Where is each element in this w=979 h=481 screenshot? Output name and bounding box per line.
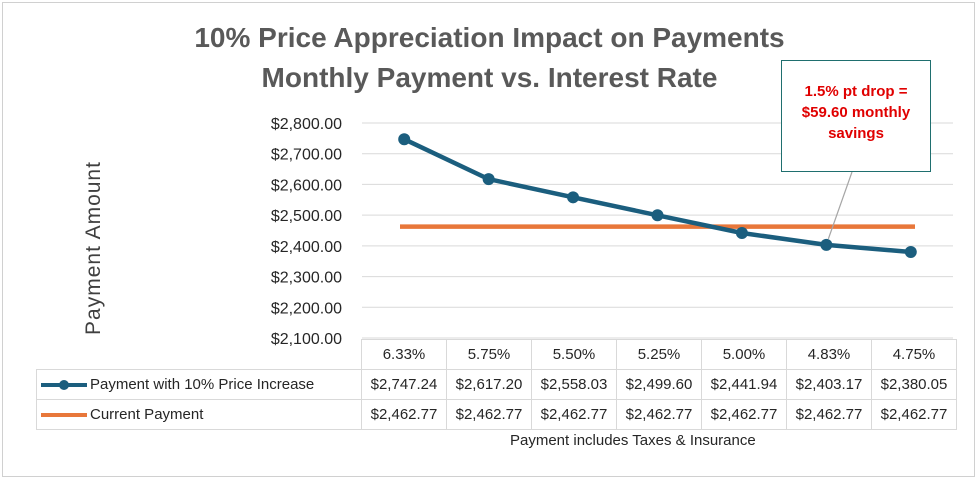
y-tick-label: $2,500.00 [271, 208, 342, 225]
annotation-callout: 1.5% pt drop = $59.60 monthly savings [781, 60, 931, 172]
y-axis-title: Payment Amount [82, 161, 105, 335]
category-label: 5.50% [531, 339, 617, 370]
data-label: $2,462.77 [786, 399, 872, 430]
series-swatch [41, 380, 87, 391]
x-axis-title: Payment includes Taxes & Insurance [510, 432, 756, 449]
data-label: $2,617.20 [446, 369, 532, 400]
data-label: $2,462.77 [531, 399, 617, 430]
y-tick-label: $2,300.00 [271, 270, 342, 287]
data-point [567, 191, 580, 204]
y-tick-label: $2,700.00 [271, 147, 342, 164]
category-label: 5.75% [446, 339, 532, 370]
data-point [651, 209, 664, 222]
data-point [398, 133, 411, 146]
chart-subtitle: Monthly Payment vs. Interest Rate [261, 62, 718, 93]
series-row: Payment with 10% Price Increase $2,747.2… [36, 369, 957, 400]
legend-label: Current Payment [90, 406, 204, 423]
category-header-row: 6.33% 5.75% 5.50% 5.25% 5.00% 4.83% 4.75% [37, 339, 957, 370]
y-tick-label: $2,200.00 [271, 300, 342, 317]
legend-entry: Payment with 10% Price Increase [36, 369, 362, 400]
legend-entry: Current Payment [36, 399, 362, 430]
data-label: $2,441.94 [701, 369, 787, 400]
series-swatch [41, 410, 87, 420]
chart-title: 10% Price Appreciation Impact on Payment… [194, 22, 785, 53]
annotation-leader [827, 171, 853, 240]
data-label: $2,380.05 [871, 369, 957, 400]
data-label: $2,747.24 [361, 369, 447, 400]
category-label: 6.33% [361, 339, 447, 370]
legend-label: Payment with 10% Price Increase [90, 376, 315, 393]
category-label: 5.00% [701, 339, 787, 370]
y-tick-label: $2,400.00 [271, 239, 342, 256]
series-row: Current Payment $2,462.77 $2,462.77 $2,462… [36, 399, 957, 430]
data-label: $2,462.77 [446, 399, 532, 430]
annotation-line: $59.60 monthly [801, 104, 911, 121]
category-label: 4.75% [871, 339, 957, 370]
y-tick-label: $2,100.00 [271, 331, 342, 348]
data-label: $2,462.77 [871, 399, 957, 430]
data-point [482, 173, 495, 186]
data-label: $2,462.77 [361, 399, 447, 430]
y-tick-label: $2,600.00 [271, 177, 342, 194]
data-label: $2,462.77 [616, 399, 702, 430]
y-tick-label: $2,800.00 [271, 116, 342, 133]
annotation-line: savings [828, 125, 884, 142]
annotation-line: 1.5% pt drop = [804, 83, 908, 100]
table-corner [37, 340, 362, 370]
data-table: 6.33% 5.75% 5.50% 5.25% 5.00% 4.83% 4.75% Paym… [36, 339, 957, 430]
data-label: $2,462.77 [701, 399, 787, 430]
data-point [735, 226, 748, 239]
data-label: $2,558.03 [531, 369, 617, 400]
data-point [904, 245, 917, 258]
category-label: 5.25% [616, 339, 702, 370]
data-label: $2,403.17 [786, 369, 872, 400]
category-label: 4.83% [786, 339, 872, 370]
data-point [820, 238, 833, 251]
data-label: $2,499.60 [616, 369, 702, 400]
